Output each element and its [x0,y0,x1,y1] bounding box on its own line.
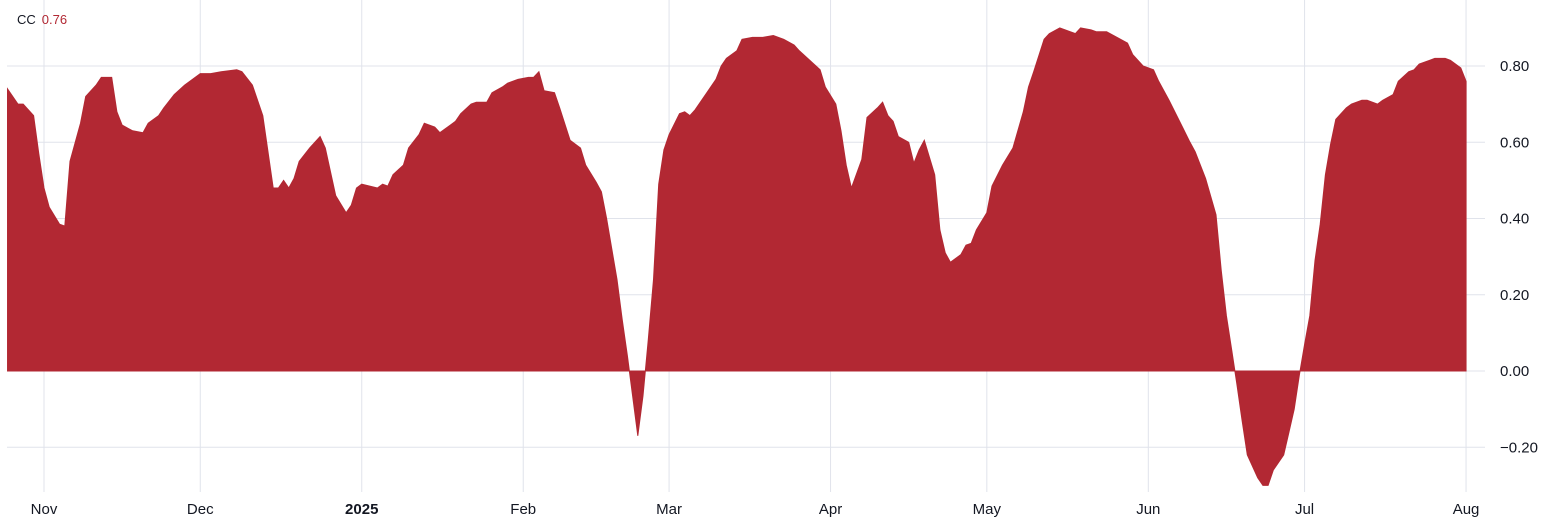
x-tick-label: May [973,501,1002,518]
x-tick-label: Mar [656,501,682,518]
x-tick-label: Apr [819,501,842,518]
x-tick-label: Nov [31,501,58,518]
x-axis: Nov Dec 2025 Feb Mar Apr May Jun Jul Aug [31,501,1480,518]
x-tick-label: Jun [1136,501,1160,518]
series-legend: CC 0.76 [17,12,67,27]
y-tick-label: −0.20 [1500,439,1538,456]
legend-value: 0.76 [41,12,68,27]
y-axis: 0.80 0.60 0.40 0.20 0.00 −0.20 [1500,58,1538,456]
x-tick-label: Aug [1453,501,1480,518]
y-tick-label: 0.20 [1500,287,1529,304]
y-tick-label: 0.40 [1500,211,1529,228]
x-tick-label: 2025 [345,501,378,518]
x-tick-label: Dec [187,501,214,518]
area-fill [7,27,1467,486]
y-tick-label: 0.80 [1500,58,1529,75]
x-tick-label: Jul [1295,501,1314,518]
y-tick-label: 0.60 [1500,134,1529,151]
legend-symbol: CC [17,12,36,27]
y-tick-label: 0.00 [1500,363,1529,380]
x-tick-label: Feb [510,501,536,518]
area-series [7,27,1467,486]
